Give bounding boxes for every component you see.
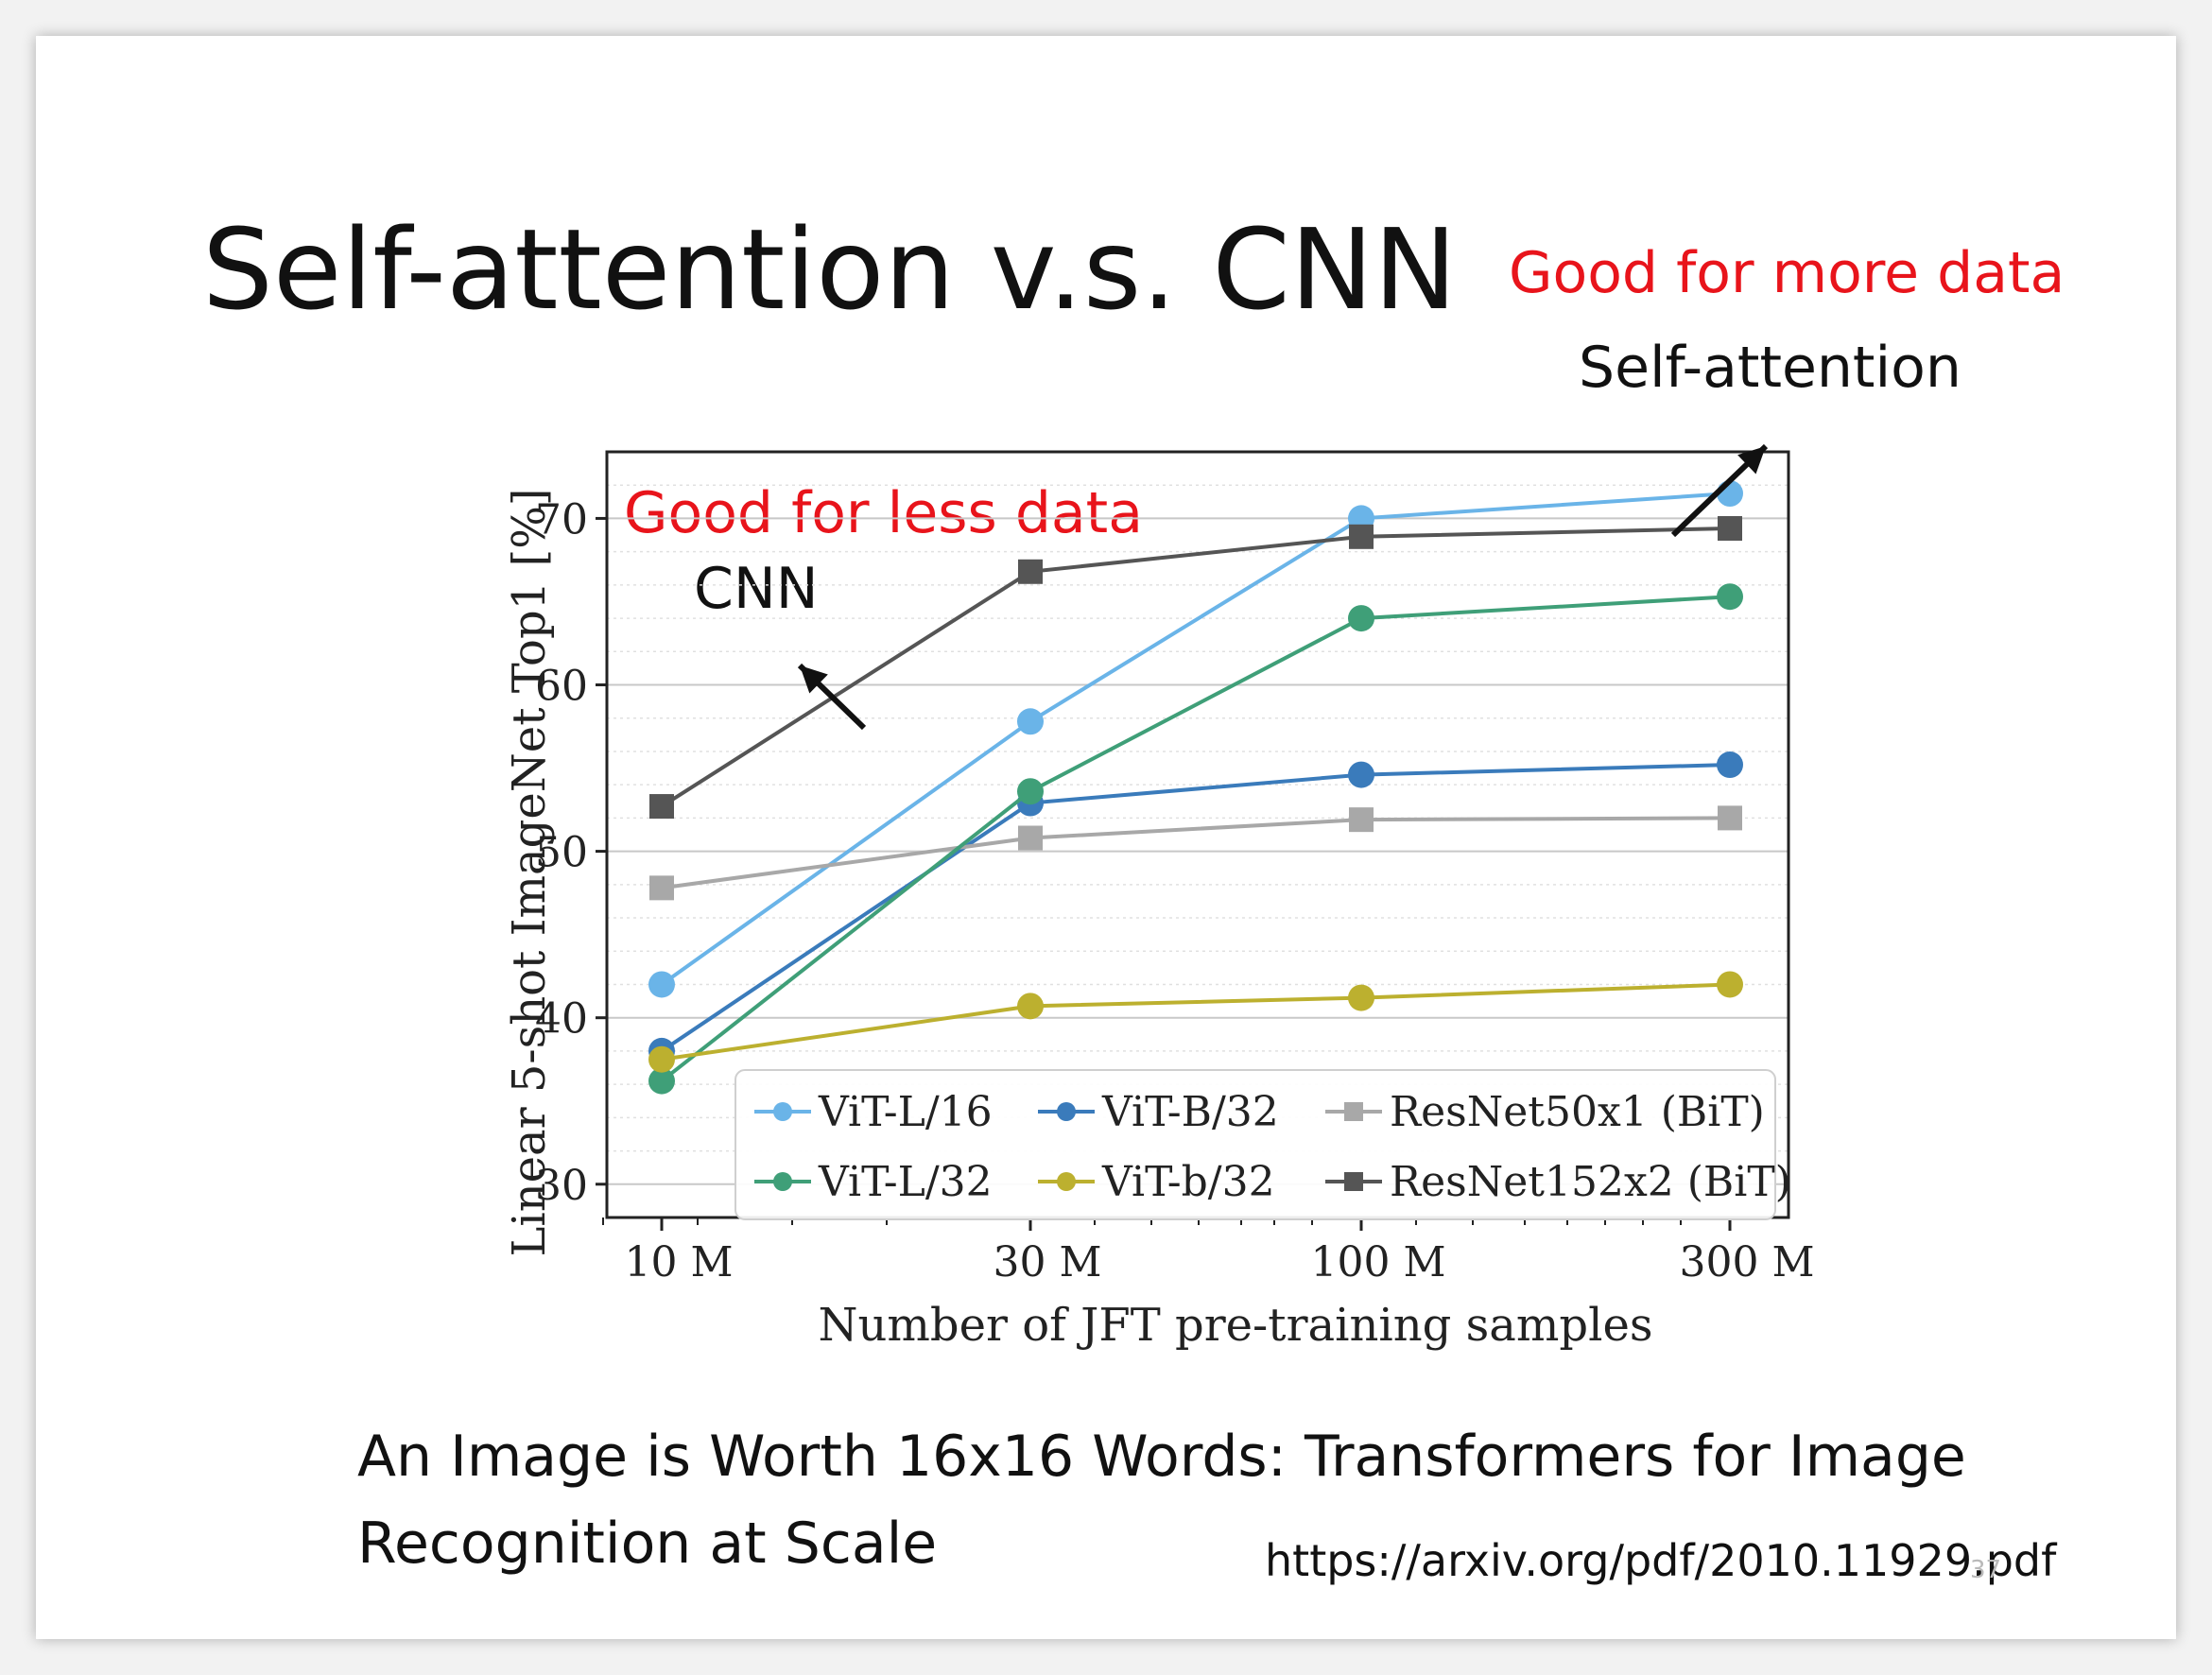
legend-label: ViT-b/32 [1101,1158,1275,1206]
data-point [648,971,675,998]
data-point [1718,805,1742,831]
reference-url[interactable]: https://arxiv.org/pdf/2010.11929.pdf [1265,1535,2057,1586]
legend-marker [1057,1172,1076,1191]
legend-marker [773,1172,792,1191]
arrow-head [800,665,828,694]
chart-axes: 30 40 50 60 70 10 M 30 M 100 M 300 M [535,495,1815,1286]
y-tick-label: 50 [535,829,588,877]
data-point [649,794,674,820]
annotation-good-for-less-data: Good for less data [624,480,1143,546]
legend-item: ResNet50x1 (BiT) [1325,1088,1765,1136]
x-tick-label: 300 M [1679,1238,1814,1286]
label-self-attention: Self-attention [1579,335,1961,401]
data-point [1349,807,1374,833]
legend-label: ViT-L/16 [818,1088,993,1136]
arrow-head [1737,446,1766,475]
reference-title-line-1: An Image is Worth 16x16 Words: Transform… [357,1424,1966,1490]
data-point [1717,751,1743,779]
data-point [1018,559,1043,584]
data-point [1017,708,1044,735]
legend-label: ViT-L/32 [818,1158,993,1206]
y-tick-label: 60 [535,663,588,711]
series-line [660,527,1731,808]
legend-item: ViT-b/32 [1038,1158,1275,1206]
y-tick-label: 40 [535,995,588,1044]
legend-item: ViT-L/16 [754,1088,993,1136]
annotation-arrows [797,443,1769,731]
series-vit-b-32 [648,971,1743,1073]
arrow-to-cnn [797,663,867,731]
series-line [661,982,1731,1062]
series-resnet152x2-bit- [649,516,1742,820]
data-point [648,1045,675,1073]
legend-box [734,1069,1776,1220]
data-point [1349,524,1374,549]
series-resnet50x1-bit- [649,805,1742,901]
legend-label: ViT-B/32 [1101,1088,1279,1136]
x-tick-label: 10 M [624,1238,733,1286]
legend-item: ViT-B/32 [1038,1088,1279,1136]
y-tick-label: 30 [535,1162,588,1210]
data-point [648,1067,675,1095]
slide-title: Self-attention v.s. CNN [202,204,1458,335]
series-vit-l-16 [648,480,1743,998]
reference-title-line-2: Recognition at Scale [357,1511,938,1577]
data-point [1717,583,1743,611]
slide: Self-attention v.s. CNN Good for more da… [36,36,2176,1639]
series-line [660,763,1731,1053]
page-number: 37 [1970,1556,2002,1584]
data-point [1017,993,1044,1020]
legend-marker [1344,1172,1363,1191]
legend-item: ViT-L/32 [754,1158,993,1206]
x-axis-label: Number of JFT pre-training samples [818,1299,1652,1352]
data-point [1348,761,1374,788]
series-vit-l-32 [648,583,1743,1095]
y-tick-label: 70 [535,495,588,544]
chart-series [648,480,1743,1095]
y-axis-label: Linear 5-shot ImageNet Top1 [%] [503,488,556,1256]
data-point [1018,825,1043,851]
data-point [1348,605,1374,632]
data-point [649,875,674,901]
chart-legend: ViT-L/16 ViT-B/32 ResNet50x1 (BiT) ViT-L/32… [734,1069,1791,1220]
x-tick-label: 100 M [1310,1238,1445,1286]
data-point [1348,984,1374,1011]
arrow-to-self-attention [1670,443,1769,538]
legend-marker [1057,1102,1076,1121]
legend-marker [773,1102,792,1121]
data-point [1718,516,1742,541]
series-line [660,595,1731,1083]
x-tick-label: 30 M [993,1238,1101,1286]
data-point [1017,778,1044,805]
series-line [660,492,1731,987]
series-vit-b-32 [648,751,1743,1064]
legend-marker [1344,1102,1363,1121]
annotation-good-for-more-data: Good for more data [1509,240,2065,306]
legend-label: ResNet50x1 (BiT) [1390,1088,1765,1136]
legend-label: ResNet152x2 (BiT) [1390,1158,1791,1206]
legend-item: ResNet152x2 (BiT) [1325,1158,1791,1206]
label-cnn: CNN [694,556,819,622]
data-point [1717,971,1743,998]
series-line [661,816,1731,890]
